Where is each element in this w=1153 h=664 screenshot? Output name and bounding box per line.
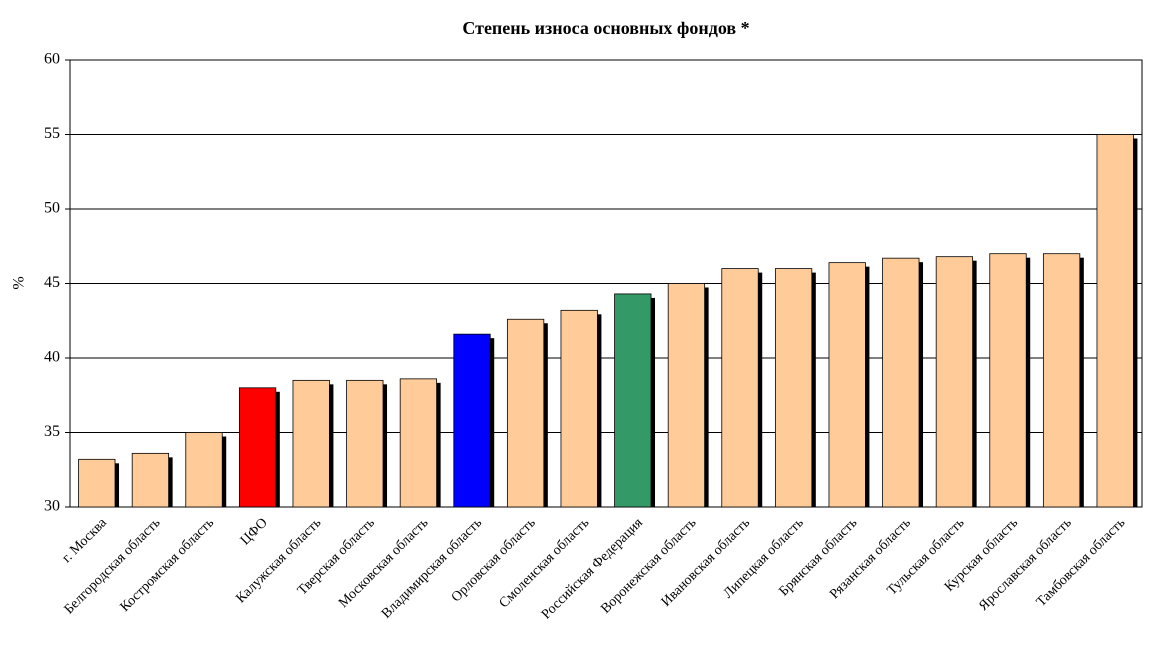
bar <box>453 333 491 508</box>
bar <box>882 257 920 508</box>
y-tick-label: 40 <box>44 349 60 366</box>
y-tick-label: 55 <box>44 125 60 142</box>
x-tick-label: Воронежская область <box>598 515 699 616</box>
x-tick-label: Белгородская область <box>62 515 164 617</box>
bar <box>1042 253 1081 508</box>
chart-title: Степень износа основных фондов * <box>462 18 749 38</box>
y-tick-label: 35 <box>44 423 60 440</box>
bar <box>667 283 706 508</box>
bar <box>506 318 545 508</box>
bar <box>989 253 1027 508</box>
bar <box>131 452 170 508</box>
bar <box>935 256 974 508</box>
x-tick-label: Владимирская область <box>379 515 485 621</box>
bar <box>238 387 277 508</box>
x-tick-label: Московская область <box>336 515 431 610</box>
bar <box>560 309 598 508</box>
bar <box>185 432 223 508</box>
y-tick-label: 60 <box>44 51 60 68</box>
x-tick-label: г. Москва <box>60 515 111 566</box>
x-tick-label: Костромская область <box>118 515 218 615</box>
y-axis-label: % <box>11 276 28 289</box>
bar <box>828 262 866 508</box>
x-tick-label: Ивановская область <box>659 515 753 609</box>
x-tick-label: Российская Федерация <box>539 515 646 622</box>
y-tick-label: 30 <box>44 498 60 515</box>
x-tick-label: Тамбовская область <box>1034 515 1128 609</box>
bar <box>399 378 438 508</box>
bar <box>78 458 116 508</box>
bar <box>774 268 813 508</box>
y-tick-label: 50 <box>44 200 60 217</box>
bar <box>721 268 759 508</box>
x-tick-label: Смоленская область <box>497 515 593 611</box>
x-tick-label: Ярославская область <box>976 515 1074 613</box>
x-tick-label: ЦФО <box>238 515 271 548</box>
bar <box>1096 134 1134 508</box>
bar <box>614 293 652 508</box>
bar <box>346 379 384 508</box>
y-tick-label: 45 <box>44 274 60 291</box>
bar <box>292 379 330 508</box>
plot-frame <box>69 59 1143 508</box>
